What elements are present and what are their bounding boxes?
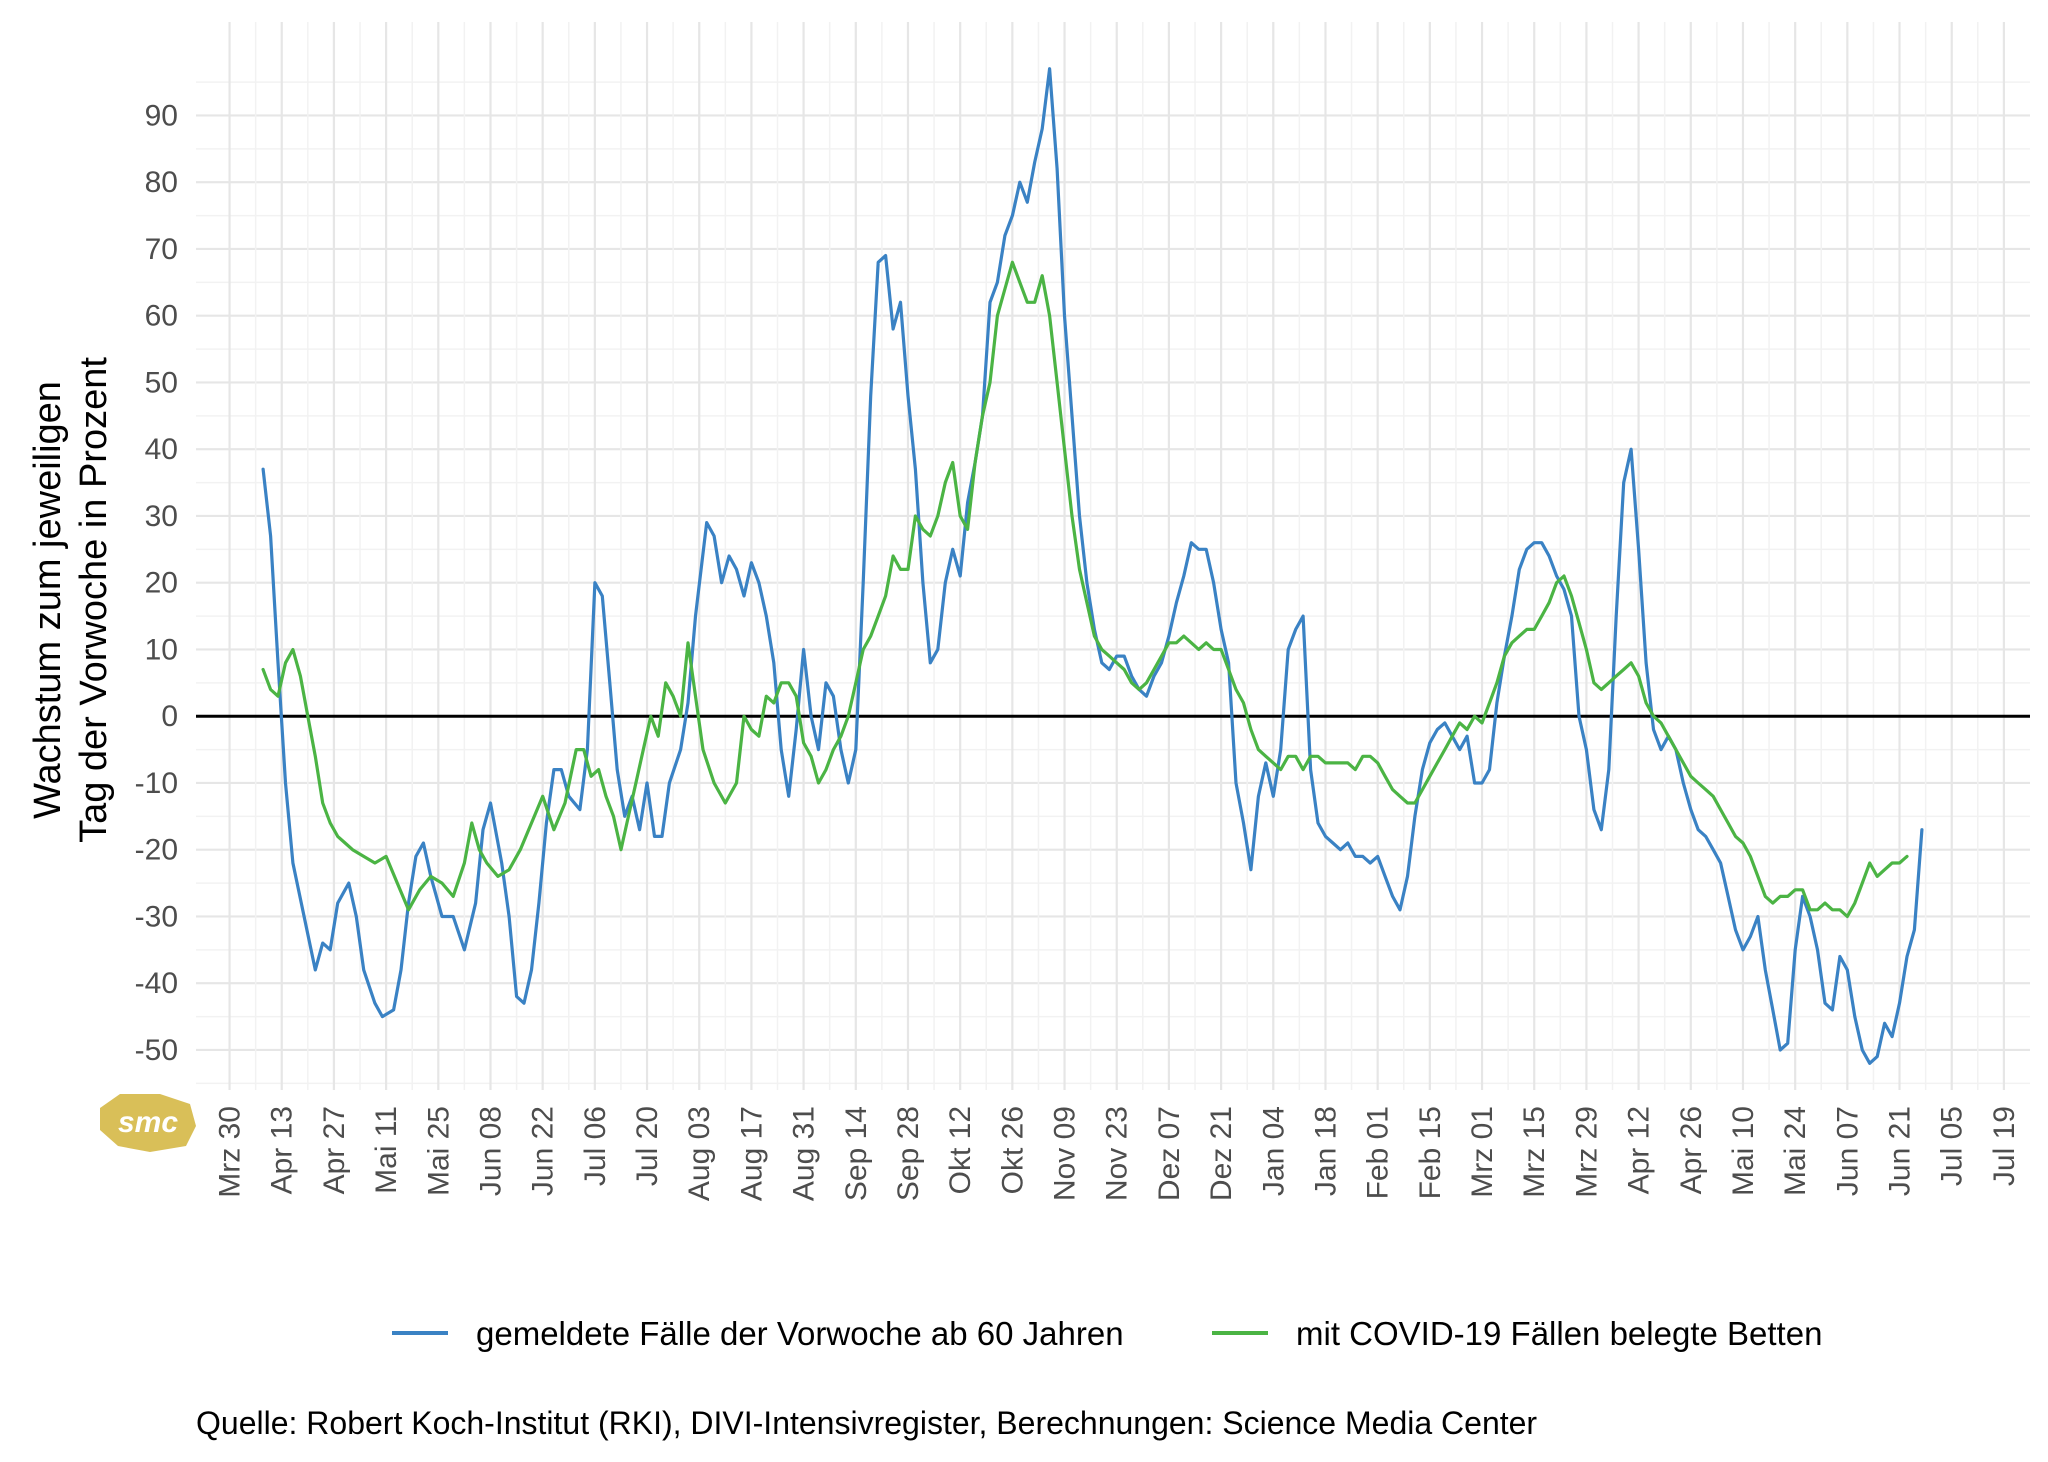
x-tick-label: Okt 12 xyxy=(944,1106,977,1194)
x-tick-label: Apr 12 xyxy=(1623,1106,1656,1194)
x-tick-label: Mrz 01 xyxy=(1466,1106,1499,1198)
x-tick-label: Mai 11 xyxy=(370,1106,403,1194)
x-tick-label: Jun 22 xyxy=(527,1106,560,1196)
y-tick-label: -30 xyxy=(135,900,178,933)
y-axis-title: Wachstum zum jeweiligen Tag der Vorwoche… xyxy=(27,357,115,843)
x-tick-label: Jun 07 xyxy=(1831,1106,1864,1196)
y-tick-label: 0 xyxy=(161,700,178,733)
legend-label-beds: mit COVID-19 Fällen belegte Betten xyxy=(1296,1315,1822,1352)
x-tick-label: Dez 21 xyxy=(1205,1106,1238,1201)
y-tick-label: 90 xyxy=(145,99,178,132)
series-group xyxy=(261,67,1924,1065)
y-tick-label: 30 xyxy=(145,500,178,533)
x-tick-label: Nov 23 xyxy=(1101,1106,1134,1201)
legend: gemeldete Fälle der Vorwoche ab 60 Jahre… xyxy=(392,1315,1822,1352)
x-tick-label: Aug 31 xyxy=(788,1106,821,1201)
y-axis-title-line-2: Tag der Vorwoche in Prozent xyxy=(73,357,115,843)
x-tick-label: Jan 04 xyxy=(1257,1106,1290,1196)
legend-label-cases: gemeldete Fälle der Vorwoche ab 60 Jahre… xyxy=(476,1315,1124,1352)
x-tick-label: Jul 05 xyxy=(1936,1106,1969,1186)
x-tick-label: Aug 03 xyxy=(683,1106,716,1201)
series-line-beds xyxy=(261,260,1909,919)
y-tick-label: -20 xyxy=(135,834,178,867)
y-tick-label: 50 xyxy=(145,366,178,399)
x-tick-labels: Mrz 30 Apr 13 Apr 27 Mai 11 Mai 25 Jun 08 Jun … xyxy=(214,1106,2021,1201)
x-tick-label: Mai 25 xyxy=(422,1106,455,1196)
logo-text: smc xyxy=(118,1106,178,1139)
x-tick-label: Mrz 29 xyxy=(1570,1106,1603,1198)
x-tick-label: Mai 24 xyxy=(1779,1106,1812,1196)
y-axis-title-line-1: Wachstum zum jeweiligen xyxy=(27,381,69,819)
x-tick-label: Apr 26 xyxy=(1675,1106,1708,1194)
y-tick-label: -10 xyxy=(135,767,178,800)
source-caption: Quelle: Robert Koch-Institut (RKI), DIVI… xyxy=(196,1405,1537,1441)
x-tick-label: Mai 10 xyxy=(1727,1106,1760,1196)
x-tick-label: Sep 14 xyxy=(840,1106,873,1201)
x-tick-label: Sep 28 xyxy=(892,1106,925,1201)
x-tick-label: Jul 20 xyxy=(631,1106,664,1186)
logo-shape xyxy=(100,1094,196,1152)
smc-logo: smc xyxy=(100,1094,196,1152)
x-tick-label: Aug 17 xyxy=(735,1106,768,1201)
x-tick-label: Jun 21 xyxy=(1884,1106,1917,1196)
y-tick-label: -40 xyxy=(135,967,178,1000)
series-line-cases xyxy=(261,67,1924,1065)
y-tick-label: 20 xyxy=(145,567,178,600)
y-tick-label: 70 xyxy=(145,233,178,266)
x-tick-label: Apr 13 xyxy=(266,1106,299,1194)
y-tick-label: 10 xyxy=(145,633,178,666)
x-tick-label: Jun 08 xyxy=(474,1106,507,1196)
x-tick-label: Jan 18 xyxy=(1309,1106,1342,1196)
x-tick-label: Jul 06 xyxy=(579,1106,612,1186)
x-tick-label: Mrz 30 xyxy=(214,1106,247,1198)
y-tick-label: 80 xyxy=(145,166,178,199)
x-tick-label: Feb 15 xyxy=(1414,1106,1447,1199)
x-tick-label: Apr 27 xyxy=(318,1106,351,1194)
x-tick-label: Jul 19 xyxy=(1988,1106,2021,1186)
y-tick-label: -50 xyxy=(135,1034,178,1067)
x-tick-label: Mrz 15 xyxy=(1518,1106,1551,1198)
x-tick-label: Dez 07 xyxy=(1153,1106,1186,1201)
x-tick-label: Feb 01 xyxy=(1362,1106,1395,1199)
y-tick-label: 40 xyxy=(145,433,178,466)
x-tick-label: Nov 09 xyxy=(1049,1106,1082,1201)
y-tick-labels: -50 -40 -30 -20 -10 0 10 20 30 40 50 60 70 80 90 xyxy=(135,99,178,1066)
x-tick-label: Okt 26 xyxy=(996,1106,1029,1194)
y-tick-label: 60 xyxy=(145,300,178,333)
